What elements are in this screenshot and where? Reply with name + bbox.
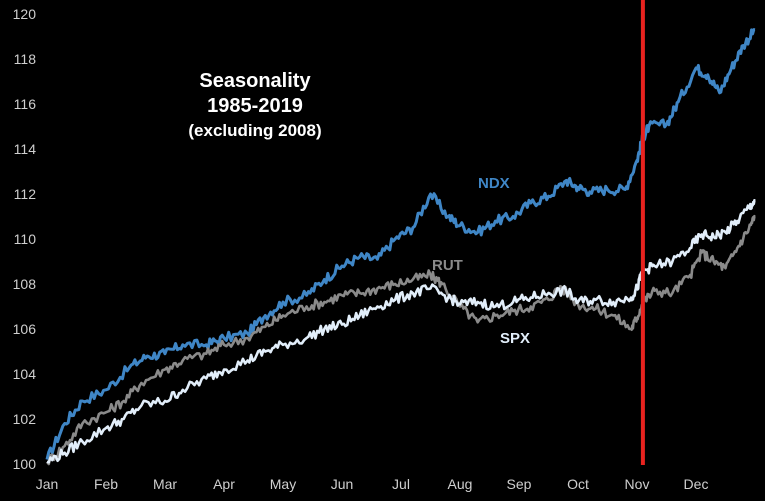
y-tick-label: 120 (13, 6, 37, 22)
chart-title: Seasonality 1985-2019 (excluding 2008) (188, 70, 321, 140)
x-tick-label: May (270, 476, 296, 492)
title-line-1: Seasonality (199, 70, 311, 92)
y-tick-label: 112 (14, 186, 37, 202)
x-tick-label: Mar (153, 476, 177, 492)
y-tick-label: 104 (13, 366, 37, 382)
label-layer: NDX RUT SPX (432, 175, 530, 347)
x-tick-label: Sep (507, 476, 532, 492)
x-tick-label: Jul (392, 476, 410, 492)
y-tick-label: 102 (13, 411, 37, 427)
y-tick-label: 118 (14, 51, 37, 67)
x-tick-label: Nov (625, 476, 650, 492)
series-line-rut (45, 214, 756, 466)
x-tick-label: Feb (94, 476, 118, 492)
title-line-2: 1985-2019 (207, 95, 303, 117)
series-label-rut: RUT (432, 257, 463, 274)
series-label-ndx: NDX (478, 175, 510, 192)
x-tick-label: Dec (684, 476, 709, 492)
series-line-spx (46, 199, 756, 464)
y-tick-label: 110 (14, 231, 37, 247)
axis-layer: 100 102 104 106 108 110 112 114 116 118 120 Jan Feb M… (13, 6, 709, 492)
x-tick-label: Jun (331, 476, 354, 492)
y-tick-label: 106 (13, 321, 37, 337)
x-tick-label: Apr (213, 476, 235, 492)
y-tick-label: 116 (14, 96, 37, 112)
series-layer (45, 28, 756, 466)
series-label-spx: SPX (500, 330, 530, 347)
x-tick-label: Oct (567, 476, 589, 492)
series-line-ndx (45, 28, 756, 460)
y-tick-label: 108 (13, 276, 37, 292)
title-line-3: (excluding 2008) (188, 121, 321, 140)
y-tick-label: 100 (13, 456, 37, 472)
x-tick-label: Jan (36, 476, 59, 492)
x-tick-label: Aug (448, 476, 473, 492)
y-tick-label: 114 (14, 141, 37, 157)
